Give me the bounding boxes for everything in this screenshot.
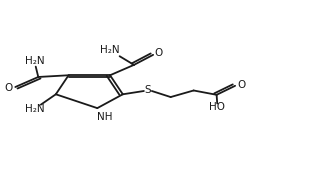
Text: O: O: [155, 48, 163, 58]
Text: O: O: [4, 83, 12, 93]
Text: O: O: [237, 80, 246, 90]
Text: H₂N: H₂N: [100, 45, 120, 55]
Text: S: S: [145, 85, 151, 95]
Text: H₂N: H₂N: [25, 104, 45, 114]
Text: H₂N: H₂N: [25, 56, 45, 66]
Text: HO: HO: [209, 102, 225, 112]
Text: NH: NH: [97, 112, 112, 122]
